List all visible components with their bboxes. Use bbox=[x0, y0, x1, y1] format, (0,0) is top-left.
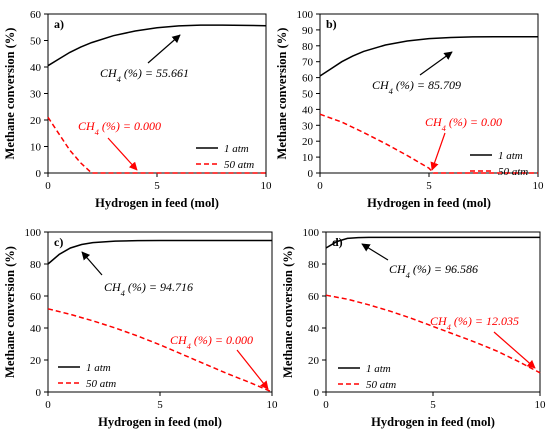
chart-panel-d: 0 20 40 60 80 100 0 5 10 Hydrogen in feed (mol) Me… bbox=[281, 227, 546, 429]
y-tick-label: 50 bbox=[302, 89, 314, 101]
y-tick-label: 50 bbox=[30, 36, 42, 48]
legend-label-1-atm: 1 atm bbox=[86, 362, 111, 374]
series-line-1-atm bbox=[47, 239, 272, 265]
series-line-1-atm bbox=[47, 24, 267, 67]
x-tick-label: 10 bbox=[267, 399, 279, 411]
y-tick-label: 60 bbox=[30, 291, 42, 303]
series-line-50-atm bbox=[325, 294, 541, 374]
y-tick-label: 30 bbox=[30, 89, 42, 101]
legend-label-1-atm: 1 atm bbox=[224, 143, 249, 155]
y-tick-label: 10 bbox=[302, 152, 314, 164]
legend-label-50-atm: 50 atm bbox=[498, 166, 528, 178]
y-tick-label: 20 bbox=[30, 115, 42, 127]
y-tick-label: 40 bbox=[30, 323, 42, 335]
x-tick-label: 10 bbox=[533, 180, 545, 192]
x-axis-label: Hydrogen in feed (mol) bbox=[98, 415, 222, 429]
y-tick-label: 60 bbox=[308, 291, 320, 303]
legend: 1 atm 50 atm bbox=[470, 150, 528, 178]
annotation-1-atm: CH4 (%) = 85.709 bbox=[372, 78, 461, 96]
annotation-arrow-1-atm bbox=[147, 34, 181, 64]
annotation-arrow-1-atm bbox=[81, 251, 103, 276]
y-tick-label: 0 bbox=[36, 168, 42, 180]
series-line-50-atm bbox=[47, 116, 266, 174]
x-axis-label: Hydrogen in feed (mol) bbox=[95, 196, 219, 210]
x-tick-label: 5 bbox=[154, 180, 160, 192]
annotation-arrow-50-atm bbox=[493, 331, 536, 369]
x-axis-label: Hydrogen in feed (mol) bbox=[367, 196, 491, 210]
y-tick-label: 100 bbox=[25, 227, 42, 239]
legend: 1 atm 50 atm bbox=[338, 363, 396, 391]
annotation-arrow-50-atm bbox=[236, 349, 269, 390]
chart-panel-b: 0 10 20 30 40 50 60 70 80 90 100 0 5 10 Hydrogen in fe… bbox=[275, 9, 544, 210]
y-axis-label: Methane conversion (%) bbox=[275, 28, 289, 160]
series-line-50-atm bbox=[319, 113, 538, 174]
legend-label-1-atm: 1 atm bbox=[366, 363, 391, 375]
x-tick-label: 5 bbox=[157, 399, 163, 411]
y-tick-label: 0 bbox=[36, 387, 42, 399]
annotation-50-atm: CH4 (%) = 0.00 bbox=[425, 115, 502, 133]
x-tick-label: 0 bbox=[323, 399, 329, 411]
annotation-50-atm: CH4 (%) = 0.000 bbox=[78, 119, 161, 137]
y-tick-label: 0 bbox=[308, 168, 314, 180]
annotation-1-atm: CH4 (%) = 55.661 bbox=[100, 66, 189, 84]
x-tick-label: 10 bbox=[535, 399, 547, 411]
y-tick-label: 40 bbox=[308, 323, 320, 335]
annotation-50-atm: CH4 (%) = 0.000 bbox=[170, 333, 253, 351]
x-tick-label: 0 bbox=[45, 180, 51, 192]
annotation-50-atm: CH4 (%) = 12.035 bbox=[430, 314, 519, 332]
y-tick-label: 100 bbox=[303, 227, 320, 239]
x-tick-label: 0 bbox=[45, 399, 51, 411]
annotation-arrow-1-atm bbox=[419, 51, 453, 76]
y-axis-label: Methane conversion (%) bbox=[3, 28, 17, 160]
panel-label: a) bbox=[54, 17, 64, 31]
series-line-1-atm bbox=[319, 35, 538, 77]
x-tick-label: 0 bbox=[317, 180, 323, 192]
y-tick-label: 20 bbox=[30, 355, 42, 367]
annotation-arrow-50-atm bbox=[430, 132, 446, 171]
y-tick-label: 70 bbox=[302, 57, 314, 69]
y-tick-label: 10 bbox=[30, 142, 42, 154]
chart-panel-a: 0 10 20 30 40 50 60 0 5 10 Hydrogen in feed (mol) M… bbox=[3, 9, 272, 210]
annotation-1-atm: CH4 (%) = 96.586 bbox=[389, 262, 478, 280]
x-tick-label: 10 bbox=[261, 180, 273, 192]
series-line-1-atm bbox=[325, 236, 540, 249]
chart-panel-c: 0 20 40 60 80 100 0 5 10 Hydrogen in feed (mol) Me… bbox=[3, 227, 278, 429]
annotation-arrow-1-atm bbox=[361, 243, 389, 261]
y-tick-label: 40 bbox=[30, 62, 42, 74]
y-tick-label: 0 bbox=[314, 387, 320, 399]
y-tick-label: 80 bbox=[308, 259, 320, 271]
annotation-arrow-50-atm bbox=[107, 137, 138, 171]
y-tick-label: 60 bbox=[302, 73, 314, 85]
series-line-50-atm bbox=[47, 308, 273, 393]
plot-frame bbox=[47, 231, 273, 393]
legend-label-50-atm: 50 atm bbox=[366, 379, 396, 391]
y-tick-label: 60 bbox=[30, 9, 42, 21]
panel-label: c) bbox=[54, 235, 63, 249]
y-tick-label: 100 bbox=[297, 9, 314, 21]
y-tick-label: 30 bbox=[302, 120, 314, 132]
x-tick-label: 5 bbox=[430, 399, 436, 411]
y-tick-label: 20 bbox=[302, 136, 314, 148]
y-tick-label: 90 bbox=[302, 25, 314, 37]
legend-label-50-atm: 50 atm bbox=[86, 378, 116, 390]
y-axis-label: Methane conversion (%) bbox=[281, 246, 295, 378]
x-tick-label: 5 bbox=[426, 180, 432, 192]
legend: 1 atm 50 atm bbox=[58, 362, 116, 390]
panel-label: b) bbox=[326, 17, 337, 31]
x-axis-label: Hydrogen in feed (mol) bbox=[371, 415, 495, 429]
y-tick-label: 40 bbox=[302, 104, 314, 116]
y-tick-label: 20 bbox=[308, 355, 320, 367]
y-tick-label: 80 bbox=[30, 259, 42, 271]
legend: 1 atm 50 atm bbox=[196, 143, 254, 171]
y-axis-label: Methane conversion (%) bbox=[3, 246, 17, 378]
legend-label-50-atm: 50 atm bbox=[224, 159, 254, 171]
y-tick-label: 80 bbox=[302, 41, 314, 53]
annotation-1-atm: CH4 (%) = 94.716 bbox=[104, 280, 193, 298]
legend-label-1-atm: 1 atm bbox=[498, 150, 523, 162]
